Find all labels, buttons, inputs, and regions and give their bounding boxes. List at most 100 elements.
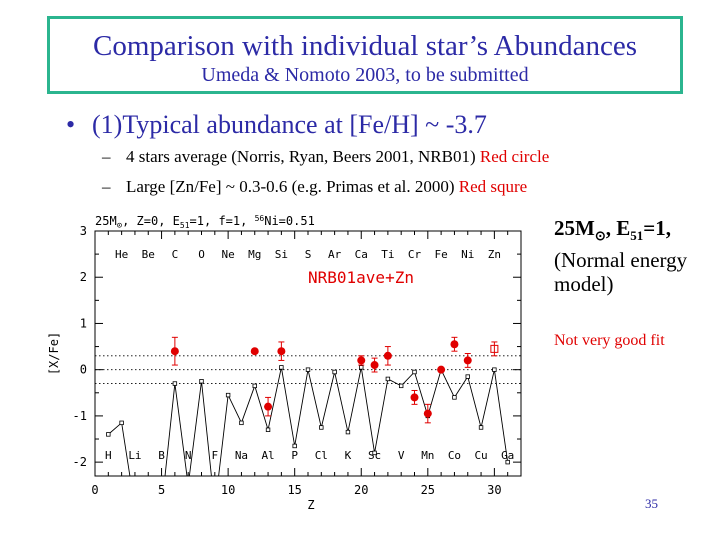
element-label-He: He xyxy=(115,248,128,261)
observed-point xyxy=(450,340,459,349)
element-label-Cr: Cr xyxy=(408,248,422,261)
model-point xyxy=(252,383,257,389)
element-label-Ga: Ga xyxy=(501,449,514,462)
model-point xyxy=(199,379,204,384)
model-point xyxy=(359,365,364,370)
sub-bullet-dash: – xyxy=(102,147,111,166)
fit-note: Not very good fit xyxy=(554,332,665,349)
element-label-Ca: Ca xyxy=(355,248,368,261)
x-axis-label: Z xyxy=(307,498,314,512)
sub-bullet-text: 4 stars average (Norris, Ryan, Beers 200… xyxy=(126,147,480,166)
observed-point xyxy=(383,351,392,360)
y-tick-label: 3 xyxy=(80,224,87,238)
observed-point xyxy=(437,365,446,374)
element-label-V: V xyxy=(398,449,405,462)
side-model-line: 25M⊙, E51=1, xyxy=(554,216,671,244)
element-label-Ni: Ni xyxy=(461,248,474,261)
sub-bullet-highlight: Red squre xyxy=(458,177,528,196)
sub-bullet-text: Large [Zn/Fe] ~ 0.3-0.6 (e.g. Primas et … xyxy=(126,177,459,196)
y-tick-label: 0 xyxy=(80,363,87,377)
model-point xyxy=(225,392,231,398)
model-point xyxy=(332,369,337,375)
element-label-Ar: Ar xyxy=(328,248,342,261)
observed-point xyxy=(410,393,419,402)
model-point xyxy=(372,450,377,456)
sub-bullet-2: – Large [Zn/Fe] ~ 0.3-0.6 (e.g. Primas et… xyxy=(102,177,527,197)
observed-square-point xyxy=(490,344,499,353)
x-tick-label: 20 xyxy=(354,483,368,497)
element-label-N: N xyxy=(185,449,192,462)
model-point xyxy=(279,365,284,370)
y-axis-label: [X/Fe] xyxy=(47,332,61,375)
model-point xyxy=(265,427,271,432)
title-box: Comparison with individual star’s Abunda… xyxy=(47,16,683,94)
element-label-Cl: Cl xyxy=(315,449,328,462)
observed-point xyxy=(264,402,273,411)
observed-point xyxy=(277,347,286,356)
observed-point xyxy=(357,356,366,365)
element-label-P: P xyxy=(291,449,298,462)
observed-point xyxy=(463,356,472,365)
element-label-S: S xyxy=(305,248,312,261)
model-point xyxy=(478,425,484,430)
element-label-O: O xyxy=(198,248,205,261)
element-label-B: B xyxy=(158,449,165,462)
element-label-Mg: Mg xyxy=(248,248,261,261)
side-line-2: (Normal energy xyxy=(554,248,688,273)
x-tick-label: 10 xyxy=(221,483,235,497)
element-label-Zn: Zn xyxy=(488,248,501,261)
model-point xyxy=(292,443,297,449)
x-tick-label: 30 xyxy=(487,483,501,497)
model-point xyxy=(412,369,417,375)
element-label-Li: Li xyxy=(128,449,141,462)
element-label-K: K xyxy=(345,449,352,462)
model-point xyxy=(106,432,111,437)
bullet-marker: • xyxy=(66,110,76,139)
observed-point xyxy=(170,347,179,356)
element-label-Si: Si xyxy=(275,248,288,261)
element-label-Sc: Sc xyxy=(368,449,381,462)
model-line xyxy=(108,367,509,476)
element-label-Co: Co xyxy=(448,449,461,462)
x-tick-label: 5 xyxy=(158,483,165,497)
element-label-C: C xyxy=(172,248,179,261)
page-number: 35 xyxy=(645,496,658,511)
y-tick-label: 2 xyxy=(80,270,87,284)
observed-point xyxy=(370,361,379,370)
element-label-H: H xyxy=(105,449,112,462)
side-note: 25M⊙, E51=1, (Normal energy model) xyxy=(554,216,687,296)
model-point xyxy=(319,425,324,430)
y-tick-label: -2 xyxy=(73,455,87,469)
x-tick-label: 25 xyxy=(421,483,435,497)
model-point xyxy=(465,374,470,379)
element-label-Ne: Ne xyxy=(222,248,235,261)
model-point xyxy=(119,420,124,426)
observed-point xyxy=(250,347,259,356)
element-label-Al: Al xyxy=(261,449,274,462)
element-label-Ti: Ti xyxy=(381,248,394,261)
model-point xyxy=(492,367,497,372)
main-bullet: • (1)Typical abundance at [Fe/H] ~ -3.7 xyxy=(66,110,487,140)
slide-title: Comparison with individual star’s Abunda… xyxy=(93,30,637,62)
model-point xyxy=(398,383,404,389)
x-tick-label: 0 xyxy=(91,483,98,497)
element-label-Cu: Cu xyxy=(474,449,487,462)
element-label-Mn: Mn xyxy=(421,449,434,462)
model-point xyxy=(452,395,457,400)
observed-point xyxy=(423,409,432,418)
slide-subtitle: Umeda & Nomoto 2003, to be submitted xyxy=(201,64,529,86)
model-point xyxy=(239,420,244,426)
plot-title: 25M⊙, Z=0, E51=1, f=1, 56Ni=0.51 xyxy=(95,214,315,231)
element-label-Fe: Fe xyxy=(435,248,448,261)
model-point xyxy=(305,367,311,372)
element-label-F: F xyxy=(212,449,219,462)
x-tick-label: 15 xyxy=(287,483,301,497)
model-point xyxy=(172,381,178,386)
model-point xyxy=(385,376,391,382)
element-label-Na: Na xyxy=(235,449,248,462)
sub-bullet-1: –4 stars average (Norris, Ryan, Beers 20… xyxy=(102,147,549,167)
y-tick-label: 1 xyxy=(80,316,87,330)
model-point xyxy=(505,459,510,465)
chart-annotation: NRB01ave+Zn xyxy=(308,268,414,287)
